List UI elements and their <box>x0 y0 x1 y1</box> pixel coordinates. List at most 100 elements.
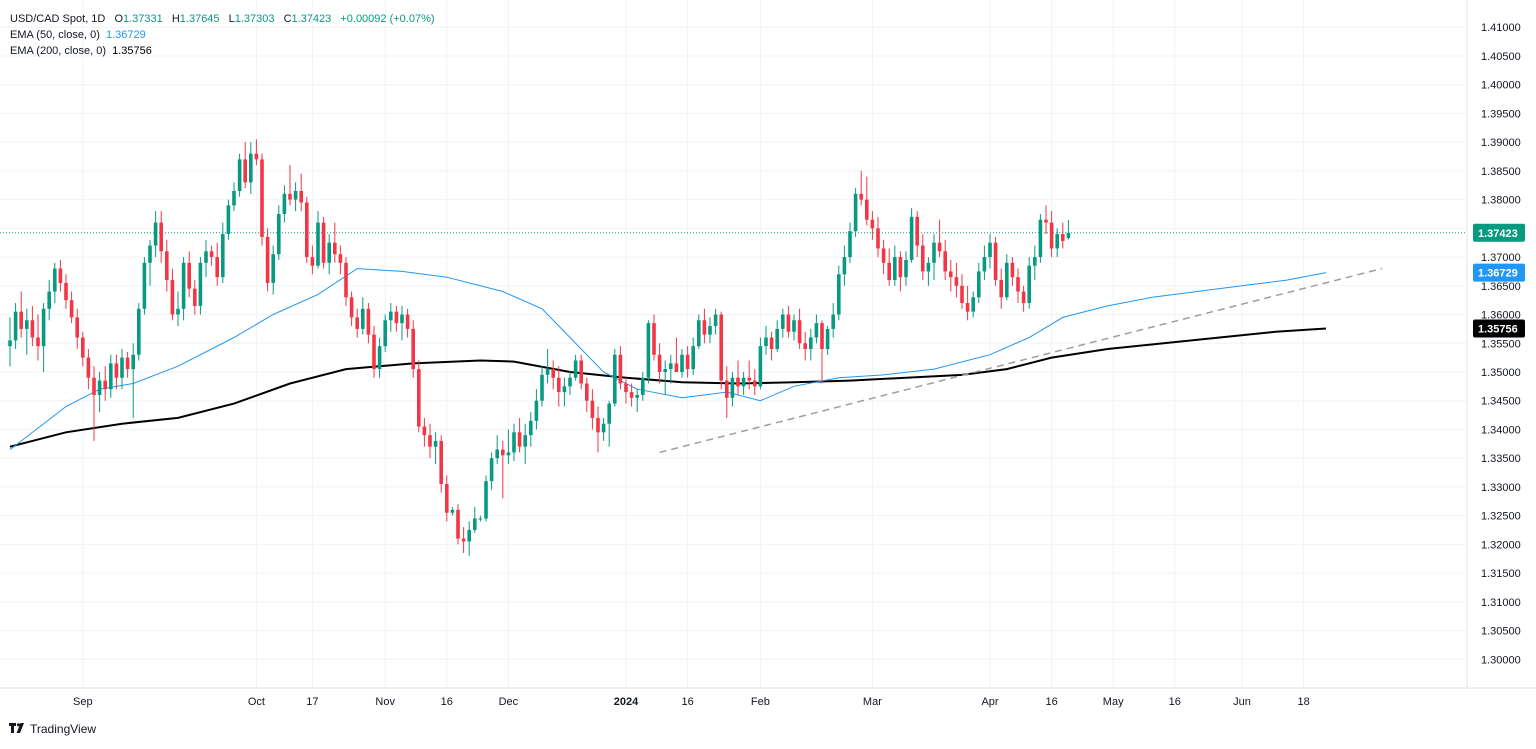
candle-up <box>271 245 275 295</box>
candle-body <box>853 193 858 232</box>
candle-up <box>293 182 298 212</box>
candle-body <box>960 285 964 304</box>
candle-body <box>1049 222 1054 249</box>
candle-body <box>988 242 992 258</box>
candle-body <box>467 529 471 542</box>
candle-body <box>613 354 617 404</box>
candle-body <box>657 354 662 372</box>
time-axis[interactable]: Sep Oct 17 Nov 16 Dec 2024 16 Feb Mar Apr 16 May 16 Ju… <box>73 696 1310 708</box>
time-tick-label: Dec <box>499 696 519 708</box>
candle-body <box>461 538 466 542</box>
candle-body <box>277 213 281 255</box>
candle-body <box>170 280 175 315</box>
candle-up <box>137 303 141 361</box>
candle-up <box>389 303 393 332</box>
ema200-value: 1.35756 <box>112 45 152 57</box>
price-tick-label: 1.39000 <box>1481 137 1521 149</box>
candle-down <box>557 366 561 407</box>
ema50-price-badge: 1.36729 <box>1473 263 1525 282</box>
candle-body <box>999 280 1003 298</box>
price-tick-label: 1.41000 <box>1481 22 1521 34</box>
candle-body <box>859 193 863 200</box>
candle-body <box>383 320 387 347</box>
candle-body <box>977 271 981 298</box>
candle-body <box>573 360 578 378</box>
time-tick-label: May <box>1103 696 1124 708</box>
candle-up <box>120 349 124 390</box>
ohlc-legend: USD/CAD Spot, 1D O1.37331 H1.37645 L1.37… <box>10 12 435 26</box>
candle-up <box>8 317 12 367</box>
candle-body <box>433 440 438 447</box>
candle-body <box>1005 262 1009 298</box>
candle-up <box>825 326 830 355</box>
candle-body <box>674 363 679 372</box>
candle-up <box>232 182 236 212</box>
candle-body <box>993 242 998 281</box>
symbol-title[interactable]: USD/CAD Spot, 1D <box>10 13 106 25</box>
candle-body <box>1021 291 1026 304</box>
candle-body <box>870 219 875 229</box>
candle-body <box>730 377 735 398</box>
candle-body <box>478 518 483 520</box>
candle-down <box>585 377 589 413</box>
candle-body <box>131 354 135 370</box>
candle-body <box>691 346 695 370</box>
price-axis[interactable]: 1.41000 1.40500 1.40000 1.39500 1.39000 1.385… <box>1481 22 1521 666</box>
candle-down <box>193 280 197 315</box>
candle-body <box>310 257 315 266</box>
high-label: H <box>171 13 180 25</box>
candle-body <box>904 259 908 278</box>
candle-up <box>25 308 29 355</box>
low-value: 1.37303 <box>234 13 275 25</box>
candle-down <box>310 245 315 275</box>
candle-body <box>92 377 96 395</box>
price-tick-label: 1.31500 <box>1481 568 1521 580</box>
candle-body <box>355 317 359 329</box>
candle-down <box>75 308 79 349</box>
candle-down <box>114 354 119 390</box>
candle-down <box>629 383 634 407</box>
candle-up <box>41 303 46 372</box>
candle-body <box>663 369 667 372</box>
candle-body <box>293 190 298 200</box>
candle-down <box>859 170 863 206</box>
candle-body <box>25 320 29 329</box>
candle-body <box>708 326 712 335</box>
candle-down <box>265 228 270 292</box>
price-tick-label: 1.40000 <box>1481 80 1521 92</box>
candle-down <box>965 285 970 321</box>
candle-up <box>467 521 471 556</box>
price-tick-label: 1.39500 <box>1481 108 1521 120</box>
candle-down <box>596 406 600 453</box>
candle-body <box>702 320 707 335</box>
candle-body <box>36 337 40 347</box>
ema50-price-badge-bg <box>1473 263 1525 282</box>
candle-body <box>13 311 18 341</box>
candle-body <box>809 337 813 349</box>
candle-body <box>148 245 152 263</box>
candle-down <box>411 320 415 378</box>
candle-down <box>1049 211 1054 258</box>
candle-body <box>618 354 623 384</box>
ema200-legend[interactable]: EMA (200, close, 0) 1.35756 <box>10 44 152 58</box>
candle-body <box>685 354 690 370</box>
candle-body <box>204 251 208 263</box>
candle-up <box>495 435 499 464</box>
candle-up <box>837 265 841 321</box>
candle-up <box>473 507 477 533</box>
time-tick-label: 16 <box>1045 696 1057 708</box>
candle-body <box>489 458 494 482</box>
price-tick-label: 1.38500 <box>1481 166 1521 178</box>
candle-body <box>837 274 841 315</box>
candle-body <box>333 242 337 255</box>
candle-body <box>506 452 511 456</box>
candle-up <box>831 303 835 338</box>
tradingview-logo[interactable]: TradingView <box>9 721 96 736</box>
candle-body <box>288 193 292 200</box>
candle-down <box>702 308 707 344</box>
candle-up <box>691 337 695 375</box>
ema50-legend[interactable]: EMA (50, close, 0) 1.36729 <box>10 28 146 42</box>
time-tick-label: Sep <box>73 696 93 708</box>
candle-down <box>1021 285 1026 312</box>
